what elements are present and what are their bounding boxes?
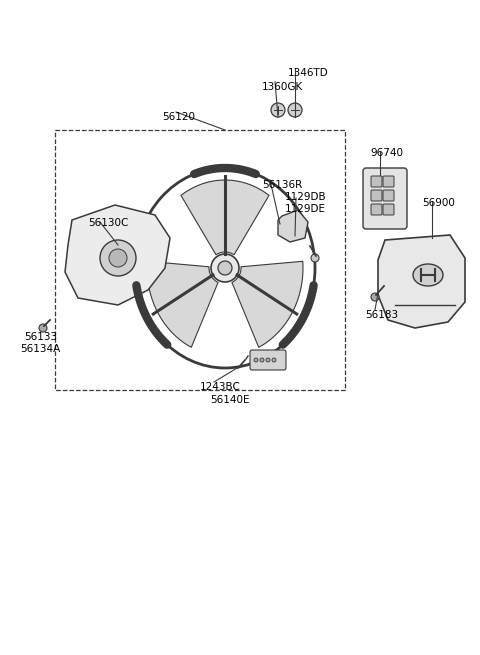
- Bar: [55, 130, 345, 390]
- Text: 56120: 56120: [162, 112, 195, 122]
- Circle shape: [39, 324, 47, 332]
- Circle shape: [271, 103, 285, 117]
- Text: 56900: 56900: [422, 198, 455, 208]
- Text: 1243BC: 1243BC: [200, 382, 241, 392]
- Text: 1129DB: 1129DB: [285, 192, 326, 202]
- Text: 1360GK: 1360GK: [262, 82, 303, 92]
- Text: 56134A: 56134A: [20, 344, 60, 354]
- Circle shape: [100, 240, 136, 276]
- Ellipse shape: [413, 264, 443, 286]
- FancyBboxPatch shape: [383, 176, 394, 187]
- FancyBboxPatch shape: [383, 190, 394, 201]
- Circle shape: [272, 358, 276, 362]
- Text: 1346TD: 1346TD: [288, 68, 329, 78]
- Polygon shape: [278, 210, 308, 242]
- FancyBboxPatch shape: [363, 168, 407, 229]
- Circle shape: [266, 358, 270, 362]
- Polygon shape: [232, 261, 303, 347]
- FancyBboxPatch shape: [250, 350, 286, 370]
- Circle shape: [218, 261, 232, 275]
- Text: 96740: 96740: [370, 148, 403, 158]
- Text: 56183: 56183: [365, 310, 398, 320]
- Polygon shape: [65, 205, 170, 305]
- Circle shape: [311, 254, 319, 262]
- Text: 56133: 56133: [24, 332, 57, 342]
- Text: 56130C: 56130C: [88, 218, 128, 228]
- Circle shape: [260, 358, 264, 362]
- Polygon shape: [147, 261, 218, 347]
- Circle shape: [254, 358, 258, 362]
- FancyBboxPatch shape: [371, 204, 382, 215]
- Circle shape: [371, 293, 379, 301]
- Polygon shape: [378, 235, 465, 328]
- FancyBboxPatch shape: [383, 204, 394, 215]
- Circle shape: [109, 249, 127, 267]
- FancyBboxPatch shape: [371, 190, 382, 201]
- Text: 56136R: 56136R: [262, 180, 302, 190]
- Polygon shape: [181, 180, 269, 255]
- Text: 56140E: 56140E: [210, 395, 250, 405]
- Circle shape: [211, 254, 239, 282]
- FancyBboxPatch shape: [371, 176, 382, 187]
- Circle shape: [288, 103, 302, 117]
- Text: 1129DE: 1129DE: [285, 204, 326, 214]
